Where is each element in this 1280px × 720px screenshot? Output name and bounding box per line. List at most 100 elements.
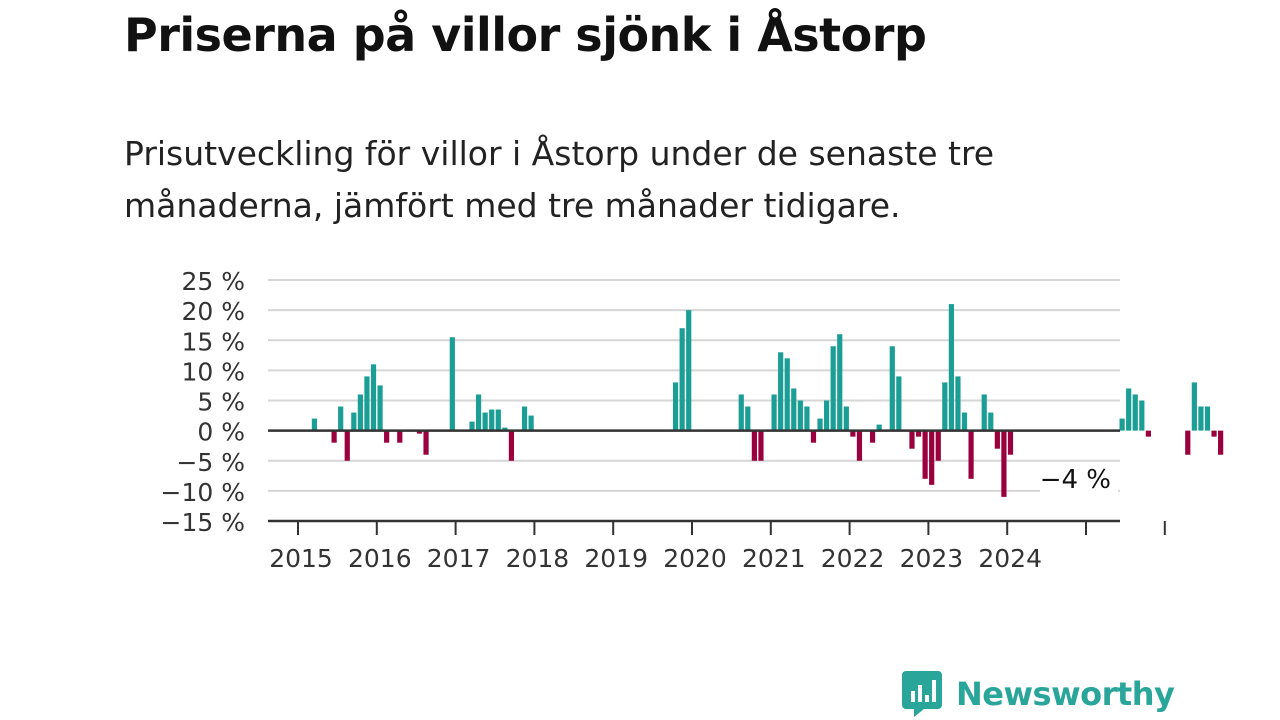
bar [758, 430, 764, 461]
bar [948, 304, 954, 431]
bar [508, 430, 515, 461]
axes [268, 429, 1166, 535]
newsworthy-logo-icon [902, 671, 942, 717]
bar [449, 337, 455, 431]
bar [738, 394, 744, 431]
bar [423, 430, 429, 455]
bar [929, 430, 935, 485]
bar [830, 346, 836, 431]
y-tick-label: 0 % [197, 418, 245, 447]
bar [1132, 394, 1138, 431]
bar [1211, 430, 1217, 437]
bar [384, 430, 390, 443]
bar [915, 430, 922, 437]
x-tick-label: 2017 [427, 544, 491, 573]
bar [896, 376, 902, 431]
bar [528, 415, 534, 431]
bar [988, 412, 994, 431]
bar [1007, 430, 1014, 455]
bar [672, 382, 679, 431]
bar [994, 430, 1000, 449]
bar [679, 328, 685, 431]
bar [397, 430, 403, 443]
gridlines [268, 279, 1120, 492]
bar [482, 412, 488, 431]
x-tick-label: 2019 [584, 544, 648, 573]
y-tick-label: −10 % [161, 478, 245, 507]
x-tick-label: 2016 [348, 544, 412, 573]
bar [1204, 406, 1211, 431]
bar [377, 385, 383, 431]
y-tick-label: 5 % [197, 388, 245, 417]
bar [824, 400, 830, 431]
x-tick-label: 2021 [742, 544, 806, 573]
bar [686, 310, 692, 431]
bar [331, 430, 337, 443]
y-tick-label: 10 % [181, 357, 245, 386]
bar [778, 352, 784, 431]
bar [935, 430, 941, 461]
bar [475, 394, 482, 431]
bar [338, 406, 344, 431]
x-tick-label: 2018 [506, 544, 570, 573]
bar [469, 421, 475, 431]
y-tick-label: 15 % [181, 327, 245, 356]
bar [889, 346, 895, 431]
bar [1191, 382, 1197, 431]
bar [1126, 388, 1132, 431]
bar [843, 406, 849, 431]
bar [797, 400, 803, 431]
bar [745, 406, 751, 431]
bar [961, 412, 968, 431]
bar [416, 430, 423, 434]
bar [521, 406, 528, 431]
x-tick-label: 2023 [900, 544, 964, 573]
bar [909, 430, 915, 449]
bar [502, 427, 508, 431]
brand-name: Newsworthy [956, 675, 1175, 713]
y-tick-label: 20 % [181, 297, 245, 326]
bar [922, 430, 928, 479]
x-tick-label: 2024 [978, 544, 1042, 573]
bar [344, 430, 350, 461]
bar [1139, 400, 1145, 431]
bar [955, 376, 961, 431]
bar [1119, 418, 1125, 431]
bar [817, 418, 823, 431]
bar [311, 418, 318, 431]
bar [810, 430, 817, 443]
x-tick-label: 2015 [269, 544, 333, 573]
bar [981, 394, 987, 431]
bar [489, 409, 495, 431]
annotations: −4 % [1040, 462, 1118, 496]
bar [968, 430, 974, 479]
brand-logo: Newsworthy [902, 671, 1175, 717]
y-axis-labels: −15 %−10 %−5 %0 %5 %10 %15 %20 %25 % [161, 267, 245, 537]
bar [856, 430, 863, 461]
bar [1198, 406, 1204, 431]
bar [804, 406, 810, 431]
bar [791, 388, 797, 431]
bars [311, 304, 1224, 497]
bar [1001, 430, 1007, 497]
bar [850, 430, 856, 437]
bar [351, 412, 357, 431]
bar [751, 430, 757, 461]
x-axis-labels: 2015 2016 2017 2018 2019 2020 2021 2022 2023 2024 [269, 544, 1042, 573]
bar [942, 382, 948, 431]
x-tick-label: 2020 [663, 544, 727, 573]
bar [370, 364, 377, 431]
bar-chart: −15 %−10 %−5 %0 %5 %10 %15 %20 %25 % 201… [161, 267, 1224, 573]
bar [869, 430, 876, 443]
bar [784, 358, 790, 431]
bar [1218, 430, 1224, 455]
last-value-annotation: −4 % [1040, 465, 1111, 495]
bar [771, 394, 777, 431]
y-tick-label: −5 % [176, 448, 245, 477]
chart-subtitle: Prisutveckling för villor i Åstorp under… [124, 134, 995, 225]
bar [1145, 430, 1151, 437]
x-tick-label: 2022 [821, 544, 885, 573]
bar [357, 394, 363, 431]
bar [837, 334, 843, 431]
y-tick-label: −15 % [161, 508, 245, 537]
